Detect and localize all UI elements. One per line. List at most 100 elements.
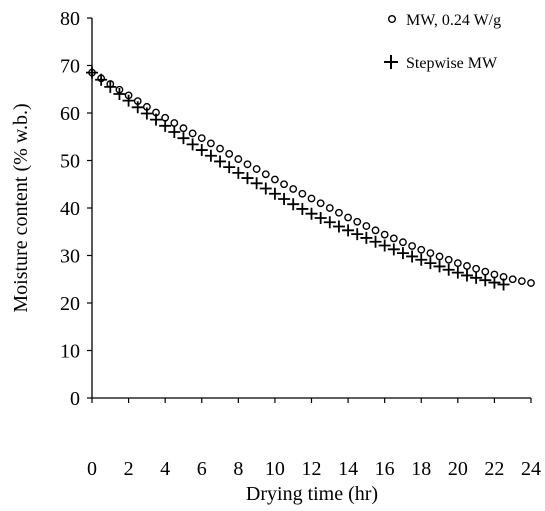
y-tick-label: 20 bbox=[60, 293, 80, 315]
mw-data-point bbox=[188, 129, 197, 138]
stepwise-data-point bbox=[451, 266, 464, 279]
mw-data-point bbox=[408, 242, 417, 250]
x-tick-label: 6 bbox=[197, 458, 207, 480]
mw-data-point bbox=[362, 222, 371, 230]
stepwise-data-point bbox=[250, 177, 263, 190]
mw-data-point bbox=[252, 165, 261, 173]
stepwise-data-point bbox=[396, 247, 409, 260]
mw-data-point bbox=[206, 139, 215, 148]
stepwise-data-point bbox=[360, 231, 373, 244]
mw-data-point bbox=[344, 213, 352, 222]
mw-data-point bbox=[426, 249, 435, 258]
legend-label-stepwise: Stepwise MW bbox=[406, 55, 498, 72]
mw-data-point bbox=[179, 124, 188, 133]
mw-data-point bbox=[225, 149, 234, 158]
x-tick-label: 22 bbox=[484, 458, 504, 480]
mw-data-point bbox=[271, 175, 279, 184]
mw-data-point bbox=[389, 234, 398, 243]
stepwise-data-point bbox=[241, 172, 254, 185]
x-tick-label: 4 bbox=[160, 458, 170, 480]
stepwise-data-point bbox=[387, 243, 400, 256]
stepwise-data-point bbox=[342, 224, 355, 237]
stepwise-data-point bbox=[406, 250, 419, 263]
mw-data-point bbox=[307, 194, 316, 203]
stepwise-data-point bbox=[378, 239, 391, 252]
x-tick-label: 12 bbox=[302, 458, 322, 480]
stepwise-data-point bbox=[314, 211, 327, 224]
legend-circle-marker bbox=[388, 14, 397, 23]
stepwise-data-point bbox=[122, 94, 135, 107]
legend: MW, 0.24 W/g Stepwise MW bbox=[384, 12, 501, 72]
x-tick-label: 8 bbox=[233, 458, 243, 480]
stepwise-data-point bbox=[470, 271, 483, 284]
mw-data-point bbox=[170, 119, 179, 127]
x-tick-label: 18 bbox=[411, 458, 431, 480]
stepwise-data-point bbox=[488, 276, 501, 289]
x-tick-label: 24 bbox=[521, 458, 541, 480]
mw-data-point bbox=[453, 259, 462, 267]
stepwise-data-point bbox=[177, 132, 190, 145]
y-tick-label: 10 bbox=[60, 341, 80, 363]
stepwise-data-point bbox=[159, 119, 172, 132]
y-tick-label: 50 bbox=[60, 151, 80, 173]
mw-data-point bbox=[371, 226, 380, 235]
mw-data-point bbox=[234, 155, 243, 163]
y-tick-label: 70 bbox=[60, 56, 80, 78]
mw-data-point bbox=[399, 238, 407, 247]
stepwise-data-point bbox=[195, 144, 208, 157]
stepwise-data-point bbox=[140, 107, 153, 120]
stepwise-data-point bbox=[259, 182, 272, 195]
y-tick-label: 30 bbox=[60, 246, 80, 268]
mw-data-point bbox=[353, 217, 362, 226]
stepwise-data-point bbox=[214, 155, 227, 168]
stepwise-data-point bbox=[232, 166, 245, 179]
stepwise-data-point bbox=[86, 66, 98, 79]
mw-data-point bbox=[444, 255, 453, 264]
x-tick-label: 20 bbox=[448, 458, 468, 480]
y-axis-title: Moisture content (% w.b.) bbox=[10, 103, 32, 312]
x-axis-ticks: 0 2 4 6 8 10 12 14 16 18 20 22 24 bbox=[87, 398, 541, 480]
stepwise-data-point bbox=[278, 192, 291, 205]
stepwise-data-point bbox=[460, 269, 473, 282]
mw-data-point bbox=[298, 189, 307, 198]
mw-data-point bbox=[197, 134, 206, 143]
mw-data-point bbox=[417, 245, 426, 254]
mw-data-point bbox=[481, 267, 490, 276]
mw-data-point bbox=[261, 170, 270, 179]
mw-data-point bbox=[517, 277, 526, 286]
stepwise-data-point bbox=[204, 149, 217, 162]
stepwise-data-point bbox=[150, 113, 163, 126]
stepwise-data-point bbox=[287, 198, 300, 211]
mw-data-point bbox=[435, 252, 444, 261]
stepwise-data-point bbox=[186, 138, 199, 151]
mw-data-point bbox=[280, 180, 288, 189]
mw-data-point bbox=[508, 275, 517, 284]
mw-data-point bbox=[527, 279, 535, 287]
mw-data-point bbox=[325, 204, 334, 212]
mw-data-point bbox=[463, 262, 471, 270]
y-tick-label: 80 bbox=[60, 8, 80, 30]
y-tick-label: 0 bbox=[70, 388, 80, 410]
stepwise-data-point bbox=[168, 126, 181, 138]
stepwise-data-point bbox=[113, 88, 126, 100]
mw-data-point bbox=[380, 230, 389, 239]
stepwise-data-point bbox=[415, 253, 428, 266]
stepwise-data-point bbox=[497, 278, 510, 291]
stepwise-data-point bbox=[369, 235, 382, 248]
legend-plus-marker bbox=[384, 55, 398, 69]
stepwise-data-point bbox=[433, 260, 446, 273]
legend-label-mw: MW, 0.24 W/g bbox=[406, 12, 501, 29]
mw-data-point bbox=[289, 185, 298, 193]
y-axis-ticks: 0 10 20 30 40 50 60 70 80 bbox=[60, 8, 92, 410]
stepwise-data-point bbox=[223, 161, 236, 174]
x-tick-label: 2 bbox=[124, 458, 134, 480]
mw-data-point bbox=[335, 208, 343, 217]
mw-data-point bbox=[216, 144, 224, 153]
y-tick-label: 60 bbox=[60, 103, 80, 125]
stepwise-data-point bbox=[296, 202, 309, 215]
x-tick-label: 14 bbox=[338, 458, 358, 480]
stepwise-data-point bbox=[95, 73, 108, 86]
stepwise-data-point bbox=[131, 101, 144, 114]
stepwise-data-point bbox=[305, 207, 318, 220]
